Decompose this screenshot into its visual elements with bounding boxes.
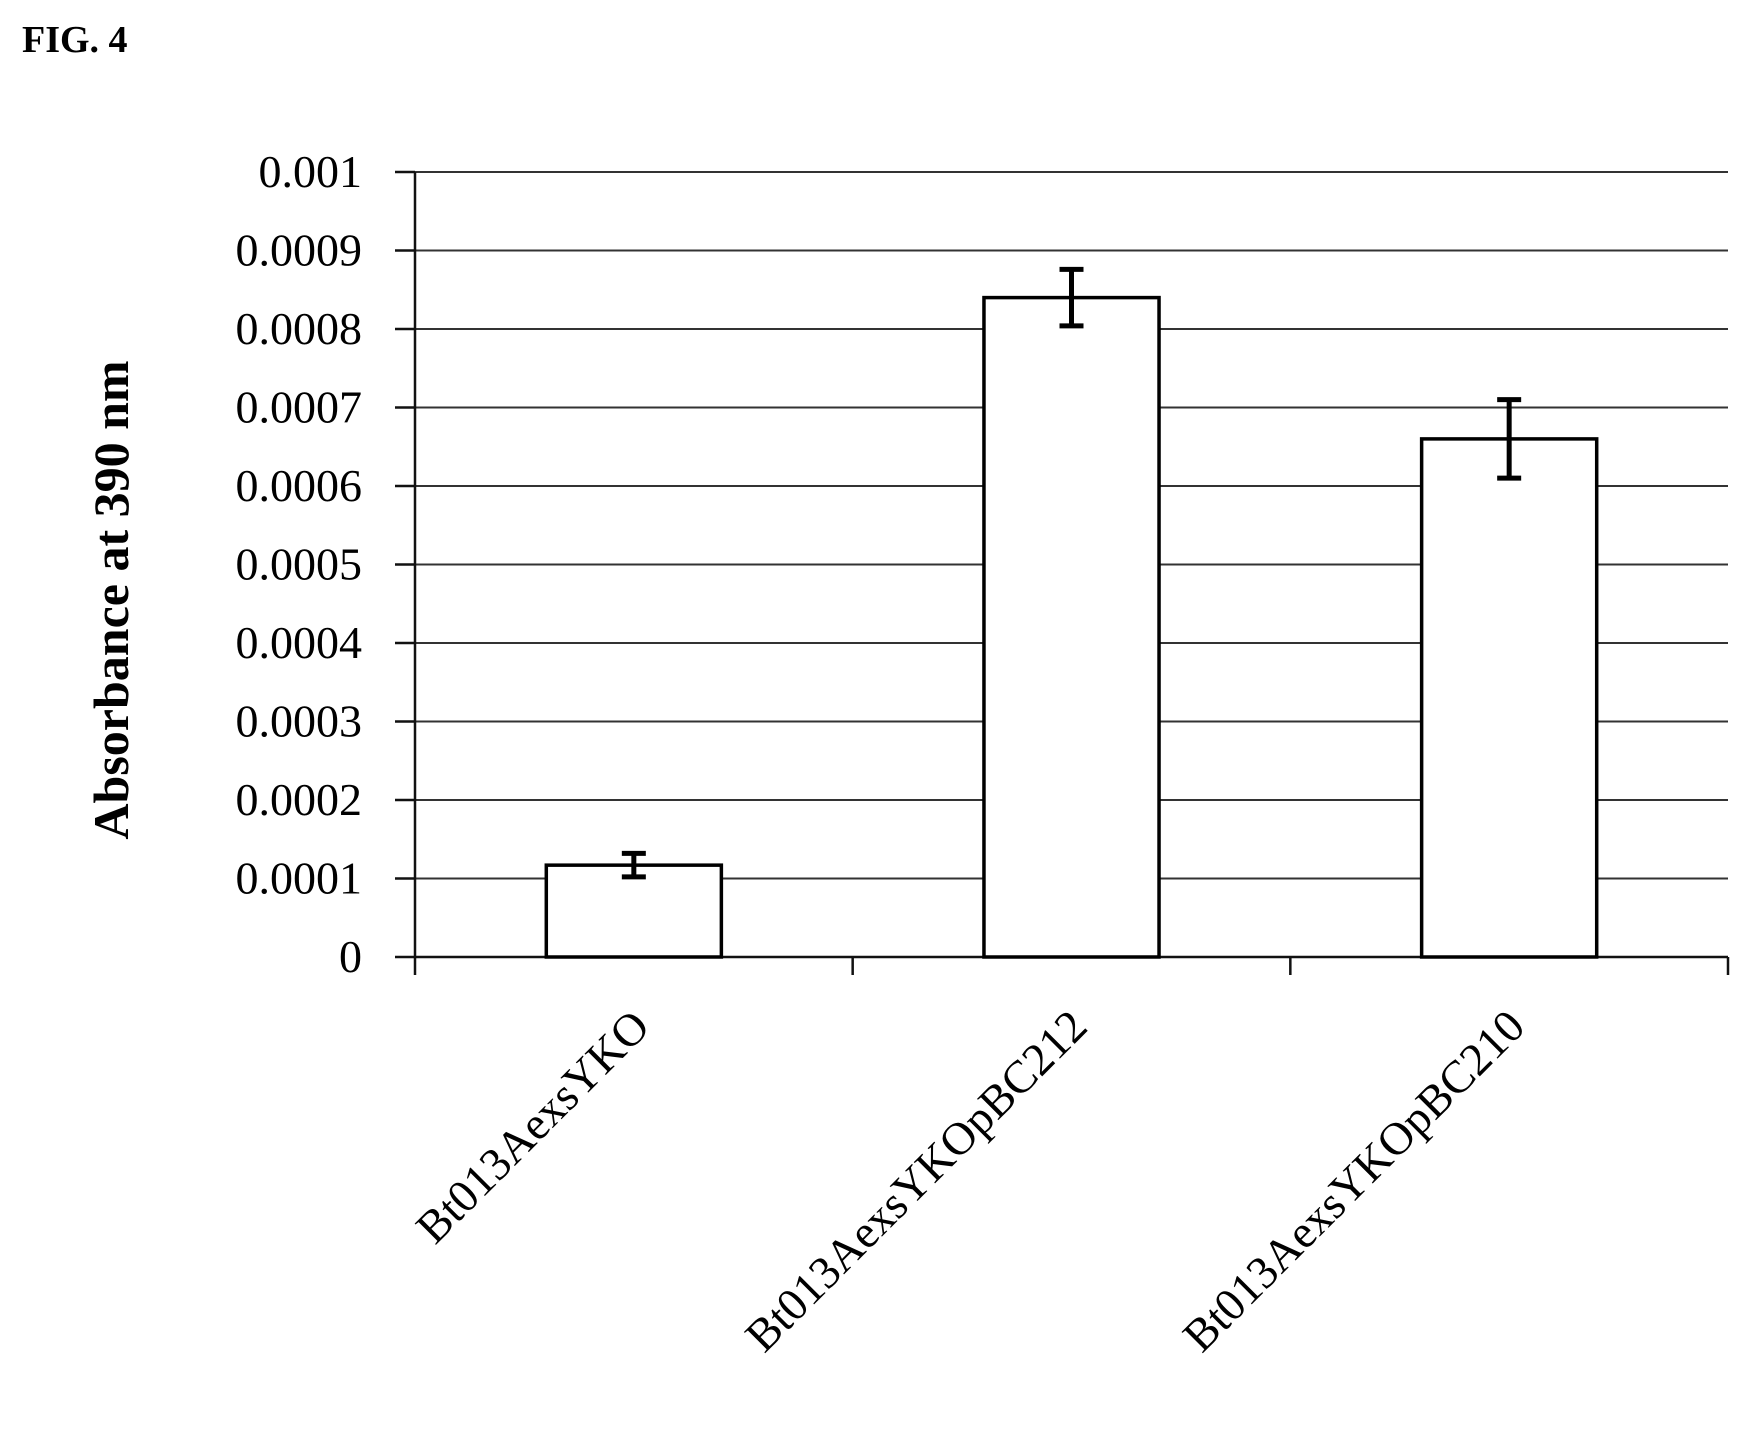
y-tick-label: 0.0001 xyxy=(236,853,363,904)
x-category-label: Bt013AexsYKOpBC212 xyxy=(735,1000,1096,1361)
y-tick-label: 0.0006 xyxy=(236,460,363,511)
bar-1 xyxy=(544,863,724,959)
y-tick-label: 0.0004 xyxy=(236,617,363,668)
y-tick-label: 0 xyxy=(339,931,362,982)
y-tick-label: 0.0007 xyxy=(236,382,363,433)
y-tick-label: 0.0002 xyxy=(236,774,363,825)
bars xyxy=(544,295,1599,959)
bar-3 xyxy=(1419,437,1599,959)
y-tick-label: 0.0003 xyxy=(236,696,363,747)
figure-label: FIG. 4 xyxy=(22,19,128,61)
y-tick-label: 0.001 xyxy=(259,146,363,197)
x-category-label: Bt013AexsYKOpBC210 xyxy=(1173,1000,1534,1361)
y-tick-label: 0.0008 xyxy=(236,303,363,354)
x-category-labels: Bt013AexsYKO Bt013AexsYKOpBC212 Bt013AexsY… xyxy=(406,1000,1534,1361)
error-bar xyxy=(1497,397,1522,481)
bar-2 xyxy=(982,295,1161,959)
error-bar xyxy=(1059,266,1084,329)
error-bars xyxy=(621,266,1522,880)
y-axis-label: Absorbance at 390 nm xyxy=(83,360,139,839)
y-tick-labels: 0 0.0001 0.0002 0.0003 0.0004 0.0005 0.0006 0.0… xyxy=(236,146,363,982)
y-tick-label: 0.0009 xyxy=(236,225,363,276)
y-tick-label: 0.0005 xyxy=(236,539,363,590)
x-category-label: Bt013AexsYKO xyxy=(406,1000,659,1253)
error-bar xyxy=(621,850,646,880)
